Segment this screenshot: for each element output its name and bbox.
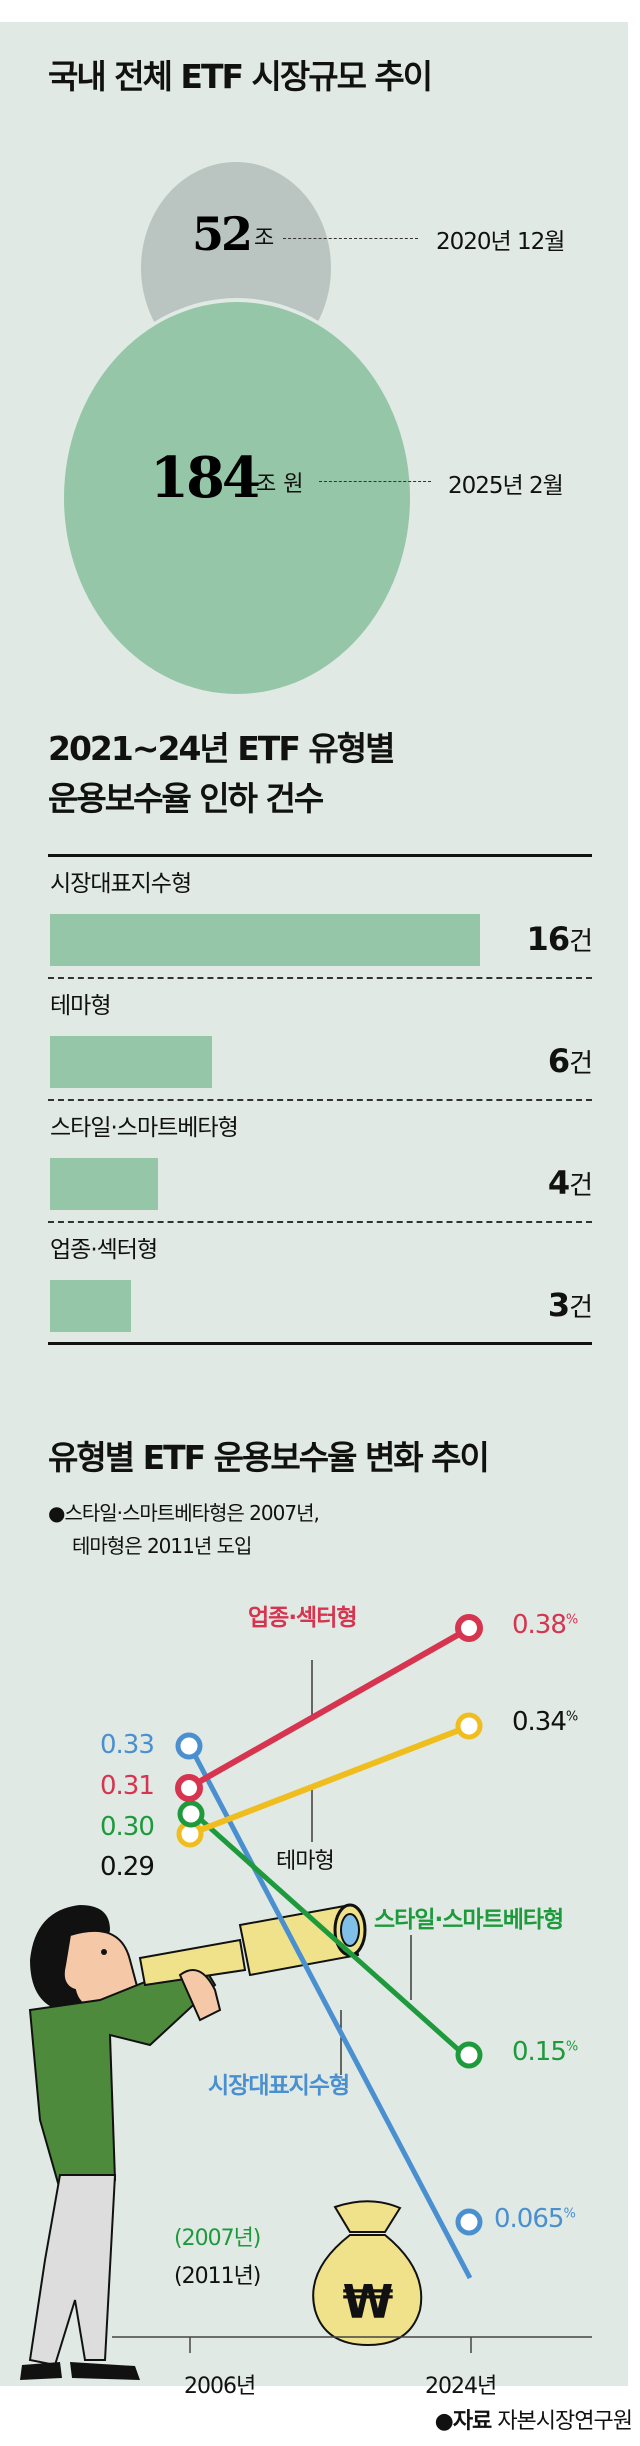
person-illustration-icon [20,1903,367,2380]
fee-cut-title-line1: 2021~24년 ETF 유형별 [48,729,395,768]
top-rule [48,854,592,857]
bar-style [50,1158,158,1210]
fee-cut-title-line2: 운용보수율 인하 건수 [48,779,324,818]
series-market-line [187,1744,473,2280]
end-value-sector: 0.38% [512,1610,578,1640]
series-label-sector: 업종·섹터형 [248,1605,358,1631]
svg-text:₩: ₩ [343,2275,394,2329]
leader-line-2025 [319,481,431,482]
unit-jo-won: 조 원 [256,472,304,497]
row-divider [48,977,592,979]
series-label-market: 시장대표지수형 [208,2073,350,2099]
fee-trend-title: 유형별 ETF 운용보수율 변화 추이 [48,1438,490,1477]
bar-market [50,914,480,966]
start-note-theme: (2011년) [174,2264,261,2289]
intro-note-line1: ●스타일·스마트베타형은 2007년, [48,1501,320,1525]
start-value-theme: 0.29 [100,1852,155,1882]
bar-label-style: 스타일·스마트베타형 [50,1115,239,1141]
market-size-title: 국내 전체 ETF 시장규모 추이 [48,57,433,96]
series-label-theme: 테마형 [276,1849,335,1874]
row-divider [48,1221,592,1223]
bottom-rule [48,1342,592,1345]
bar-value-style: 4건 [547,1164,593,1202]
bar-label-theme: 테마형 [50,993,111,1019]
bar-label-market: 시장대표지수형 [50,871,192,897]
bar-value-sector: 3건 [547,1286,593,1324]
date-2025: 2025년 2월 [448,473,564,499]
bar-value-theme: 6건 [547,1042,593,1080]
bar-value-market: 16건 [526,920,593,958]
unit-jo: 조 [254,226,275,251]
intro-note-line2: 테마형은 2011년 도입 [72,1534,252,1558]
start-value-market: 0.33 [100,1730,155,1760]
value-184: 184 [150,445,261,511]
series-style-line [188,1808,472,2062]
bar-sector [50,1280,131,1332]
bar-label-sector: 업종·섹터형 [50,1237,158,1263]
series-label-style: 스타일·스마트베타형 [374,1907,564,1933]
series-theme-line [188,1723,472,1837]
leader-line-2020 [283,238,418,239]
source-note: ●자료 자본시장연구원 [434,2409,633,2434]
x-tick-2024: 2024년 [425,2374,497,2399]
date-2020: 2020년 12월 [436,229,565,255]
end-value-style: 0.15% [512,2037,578,2067]
money-bag-icon: ₩ [312,2200,423,2347]
start-note-style: (2007년) [174,2226,261,2251]
value-52: 52 [192,207,253,261]
bubble-2025 [64,302,410,694]
end-value-market: 0.065% [494,2204,576,2234]
start-value-style: 0.30 [100,1812,155,1842]
end-value-theme: 0.34% [512,1707,578,1737]
row-divider [48,1099,592,1101]
bar-theme [50,1036,212,1088]
start-value-sector: 0.31 [100,1771,155,1801]
series-sector-line [188,1625,472,1790]
x-tick-2006: 2006년 [184,2374,256,2399]
